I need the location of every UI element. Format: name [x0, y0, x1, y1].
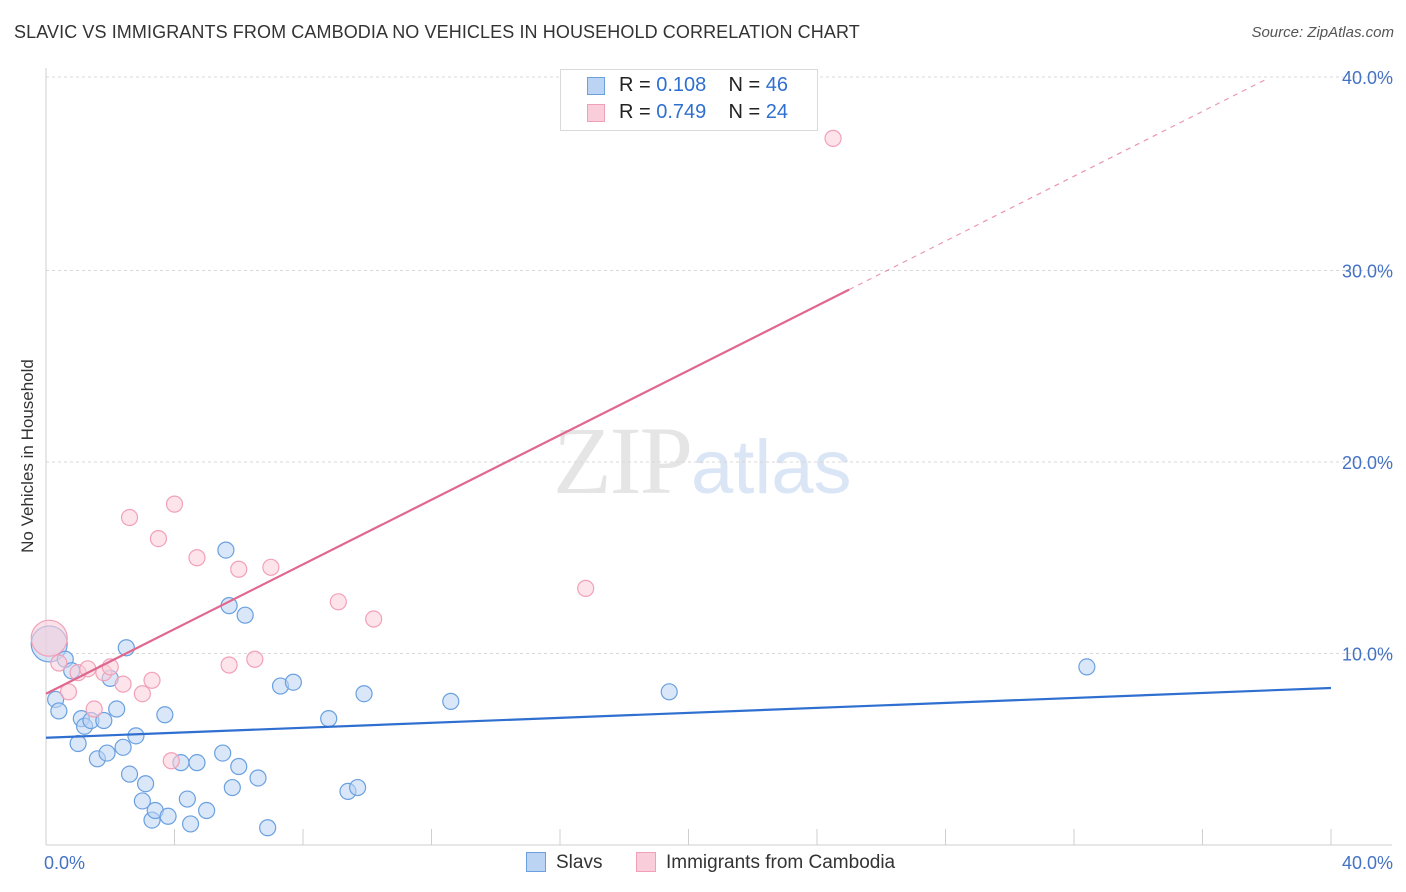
slavs-point — [120, 765, 139, 783]
slavs-point — [198, 801, 216, 820]
cambodia-trend-line — [45, 288, 850, 695]
slavs-point — [188, 754, 206, 772]
cambodia-point — [114, 675, 132, 693]
slavs-point — [108, 700, 126, 718]
slavs-point — [50, 702, 68, 720]
legend-text-cambodia: R = 0.749 N = 24 — [619, 101, 789, 123]
y-tick-label: 30.0% — [1342, 262, 1393, 282]
x-tick-label: 40.0% — [1342, 853, 1393, 873]
cambodia-point — [143, 671, 161, 689]
x-tick-label: 0.0% — [44, 853, 85, 873]
slavs-point — [349, 778, 367, 797]
bottom-legend-cambodia: Immigrants from Cambodia — [636, 852, 895, 874]
cambodia-trend-extension — [848, 78, 1268, 291]
slavs-point — [660, 683, 678, 701]
slavs-trend-line — [45, 686, 1332, 739]
source-label: Source: ZipAtlas.com — [1251, 24, 1394, 41]
slavs-point — [69, 734, 87, 753]
slavs-point — [355, 685, 373, 703]
slavs-point — [442, 692, 460, 710]
cambodia-point — [329, 593, 347, 611]
slavs-point — [127, 727, 145, 745]
slavs-point — [259, 819, 277, 837]
slavs-point — [249, 769, 267, 787]
cambodia-point — [133, 685, 151, 703]
watermark-atlas: atlas — [691, 425, 852, 510]
cambodia-point — [262, 558, 280, 576]
cambodia-point — [824, 129, 842, 147]
y-tick-label: 40.0% — [1342, 68, 1393, 88]
cambodia-point — [85, 700, 103, 718]
watermark: ZIPatlas — [553, 405, 852, 516]
y-tick-label: 20.0% — [1342, 453, 1393, 473]
legend-r-value: 0.749 — [656, 101, 707, 123]
cambodia-point — [162, 752, 180, 770]
bottom-legend-swatch-slavs — [526, 852, 546, 872]
cambodia-point — [149, 529, 168, 548]
cambodia-point — [230, 560, 248, 578]
legend-r-value: 0.108 — [656, 74, 707, 96]
cambodia-point — [220, 656, 238, 674]
legend-n-value: 46 — [765, 74, 789, 96]
legend-n-value: 24 — [765, 101, 789, 123]
slavs-point — [217, 541, 235, 559]
slavs-point — [284, 673, 302, 691]
slavs-point — [1078, 658, 1096, 676]
cambodia-point — [120, 508, 139, 527]
slavs-point — [320, 710, 338, 728]
cambodia-point — [577, 579, 595, 597]
legend-swatch-cambodia — [587, 104, 605, 122]
cambodia-point — [188, 549, 206, 567]
cambodia-point — [59, 683, 78, 701]
bottom-legend-swatch-cambodia — [636, 852, 656, 872]
cambodia-point — [165, 495, 184, 513]
legend-text-slavs: R = 0.108 N = 46 — [619, 74, 789, 96]
legend-swatch-slavs — [587, 77, 605, 95]
slavs-point — [236, 606, 254, 624]
legend-box: R = 0.108 N = 46 R = 0.749 N = 24 — [560, 69, 818, 131]
bottom-legend-label-slavs: Slavs — [556, 852, 603, 873]
cambodia-point — [50, 654, 68, 672]
watermark-zip: ZIP — [553, 407, 693, 514]
bottom-legend-label-cambodia: Immigrants from Cambodia — [666, 852, 896, 873]
cambodia-point — [365, 610, 383, 628]
slavs-point — [156, 706, 174, 724]
slavs-point — [230, 757, 248, 776]
cambodia-point — [246, 650, 264, 668]
slavs-point — [181, 815, 200, 833]
slavs-point — [133, 792, 151, 810]
slavs-point — [98, 744, 116, 762]
bottom-legend-slavs: Slavs — [526, 852, 602, 874]
chart-title: SLAVIC VS IMMIGRANTS FROM CAMBODIA NO VE… — [14, 22, 860, 42]
slavs-point — [223, 778, 241, 797]
y-tick-label: 10.0% — [1342, 645, 1393, 665]
slavs-point — [159, 807, 177, 825]
slavs-point — [136, 775, 155, 793]
slavs-point — [95, 711, 113, 730]
cambodia-point — [30, 619, 68, 657]
slavs-point — [114, 738, 132, 756]
slavs-point — [214, 744, 232, 762]
slavs-point — [178, 790, 196, 808]
